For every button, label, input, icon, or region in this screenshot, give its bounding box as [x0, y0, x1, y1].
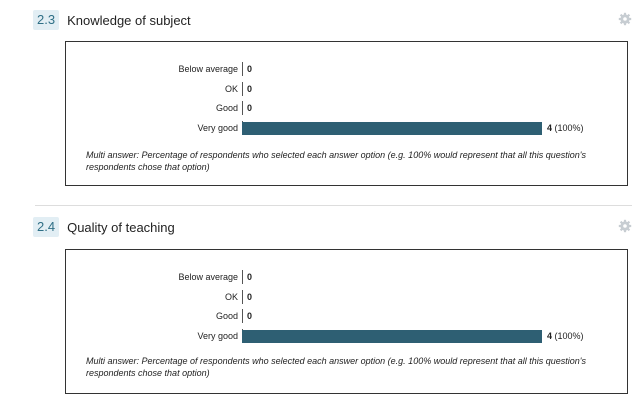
bar [242, 121, 542, 135]
value-label: 4 (100%) [547, 121, 584, 135]
value-percent: (100%) [552, 122, 584, 133]
axis-tick [242, 309, 243, 323]
value-label: 0 [247, 290, 252, 304]
axis-tick [242, 81, 243, 96]
value-label: 0 [247, 309, 252, 323]
question-title: Quality of teaching [67, 219, 175, 235]
value-count: 4 [547, 330, 553, 341]
question-number: 2.3 [33, 10, 60, 30]
value-percent: (100%) [552, 330, 584, 341]
chart-note: Multi answer: Percentage of respondents … [86, 356, 587, 378]
value-label: 0 [247, 82, 252, 96]
value-label: 0 [247, 270, 252, 284]
value-count: 4 [547, 122, 553, 133]
category-label: Good [215, 311, 238, 321]
axis-tick [242, 270, 243, 284]
chart-row: OK 0 [66, 81, 627, 96]
category-label: Below average [178, 272, 238, 282]
chart-box: Multi answer: Percentage of respondents … [65, 41, 628, 186]
category-label: Good [215, 103, 238, 113]
value-label: 0 [247, 101, 252, 115]
gear-icon[interactable] [618, 12, 632, 26]
chart-row: OK 0 [66, 289, 627, 304]
chart-row: Good 0 [66, 101, 627, 115]
category-label: OK [224, 291, 238, 302]
axis-tick [242, 101, 243, 115]
category-label: Very good [197, 122, 238, 133]
question-title: Knowledge of subject [67, 12, 191, 28]
chart-row: Very good 4 (100%) [66, 120, 627, 135]
category-label: OK [224, 83, 238, 94]
value-count: 0 [247, 272, 253, 282]
bar [242, 329, 542, 343]
divider [35, 205, 632, 206]
value-count: 0 [247, 311, 253, 321]
chart-row: Good 0 [66, 309, 627, 323]
chart-note: Multi answer: Percentage of respondents … [86, 150, 587, 172]
chart-row: Very good 4 (100%) [66, 328, 627, 343]
value-label: 0 [247, 62, 252, 76]
value-count: 0 [247, 291, 253, 302]
axis-tick [242, 289, 243, 304]
chart-row: Below average 0 [66, 270, 627, 284]
question-header: 2.4 Quality of teaching [33, 217, 175, 237]
category-label: Very good [197, 330, 238, 341]
value-count: 0 [247, 103, 253, 113]
axis-tick [242, 62, 243, 76]
question-number: 2.4 [33, 217, 60, 237]
value-count: 0 [247, 83, 253, 94]
chart-box: Multi answer: Percentage of respondents … [65, 249, 628, 394]
question-header: 2.3 Knowledge of subject [33, 10, 191, 30]
value-count: 0 [247, 64, 253, 74]
gear-icon[interactable] [618, 219, 632, 233]
chart-row: Below average 0 [66, 62, 627, 76]
value-label: 4 (100%) [547, 329, 584, 343]
category-label: Below average [178, 64, 238, 74]
